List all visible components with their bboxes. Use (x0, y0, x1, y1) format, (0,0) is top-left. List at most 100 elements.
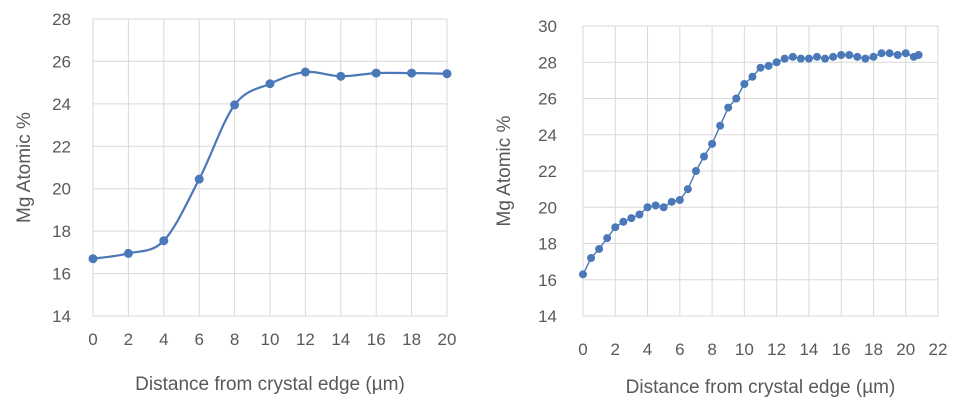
x-tick-label: 14 (799, 340, 818, 359)
data-point (659, 203, 668, 212)
data-point (885, 49, 894, 58)
data-point (853, 52, 862, 61)
x-tick-label: 16 (832, 340, 851, 359)
data-point (796, 54, 805, 63)
x-tick-label: 4 (159, 330, 168, 349)
data-point (230, 100, 240, 110)
data-point (780, 54, 789, 63)
data-point (619, 217, 628, 226)
data-point (407, 68, 417, 78)
data-point (123, 248, 133, 258)
data-point (748, 72, 757, 81)
y-axis-title: Mg Atomic % (494, 115, 515, 226)
data-point (300, 67, 310, 77)
y-tick-label: 16 (538, 271, 557, 290)
x-tick-label: 12 (296, 330, 315, 349)
x-tick-label: 8 (707, 340, 716, 359)
x-tick-label: 14 (331, 330, 350, 349)
data-point (675, 196, 684, 204)
data-point (708, 139, 717, 148)
chart-right: 0 2 4 6 8 10 12 14 16 18 20 22141618202224262830Dis… (494, 17, 948, 398)
y-tick-label: 22 (52, 137, 71, 156)
plot-area (582, 25, 939, 317)
data-point (724, 103, 733, 112)
y-tick-label: 24 (52, 95, 71, 114)
data-point (837, 51, 846, 59)
data-point (901, 49, 910, 58)
y-tick-label: 22 (538, 162, 557, 181)
data-point (764, 61, 773, 70)
data-point (579, 270, 587, 279)
y-tick-label: 14 (538, 307, 557, 326)
y-tick-label: 18 (538, 235, 557, 254)
y-tick-label: 14 (52, 307, 71, 326)
data-point (587, 254, 596, 262)
x-tick-label: 18 (864, 340, 883, 359)
data-point (877, 49, 886, 58)
data-point (893, 51, 902, 59)
plot-area (92, 18, 448, 317)
x-tick-label: 6 (194, 330, 203, 349)
y-tick-label: 30 (538, 17, 557, 36)
data-point (336, 71, 346, 81)
x-axis-title: Distance from crystal edge (µm) (135, 374, 405, 395)
x-tick-label: 6 (675, 340, 684, 359)
x-tick-label: 20 (438, 330, 457, 349)
x-tick-label: 4 (643, 340, 652, 359)
y-tick-label: 16 (52, 265, 71, 284)
data-point (700, 152, 709, 161)
x-tick-label: 22 (929, 340, 948, 359)
x-tick-label: 0 (578, 340, 587, 359)
data-point (869, 52, 878, 61)
data-point (829, 52, 838, 61)
y-tick-label: 18 (52, 222, 71, 241)
x-tick-label: 2 (124, 330, 133, 349)
data-point (88, 254, 98, 264)
data-point (603, 234, 612, 243)
x-tick-label: 20 (896, 340, 915, 359)
x-tick-label: 10 (735, 340, 754, 359)
data-point (611, 223, 620, 232)
data-point (756, 63, 765, 72)
x-tick-label: 18 (402, 330, 421, 349)
y-tick-label: 24 (538, 126, 557, 145)
data-point (716, 121, 725, 130)
x-tick-label: 0 (88, 330, 97, 349)
x-tick-label: 10 (261, 330, 280, 349)
x-tick-label: 12 (767, 340, 786, 359)
data-point (643, 203, 652, 212)
x-tick-label: 2 (611, 340, 620, 359)
data-point (651, 201, 660, 210)
chart-left: 0 2 4 6 8 10 12 14 16 18 201416182022242628Distanc… (14, 10, 457, 395)
data-point (861, 54, 870, 63)
y-tick-label: 28 (52, 10, 71, 29)
x-tick-label: 16 (367, 330, 386, 349)
y-tick-label: 26 (538, 90, 557, 109)
data-point (732, 94, 741, 103)
data-point (265, 79, 275, 89)
data-point (691, 167, 700, 175)
data-point (914, 51, 923, 59)
data-point (442, 69, 452, 79)
y-tick-label: 20 (538, 198, 557, 217)
data-point (788, 52, 797, 61)
y-axis-title: Mg Atomic % (14, 112, 35, 223)
y-tick-label: 20 (52, 180, 71, 199)
y-tick-label: 28 (538, 53, 557, 72)
x-axis-title: Distance from crystal edge (µm) (626, 377, 896, 398)
data-point (371, 68, 381, 78)
y-tick-label: 26 (52, 52, 71, 71)
data-point (772, 58, 781, 67)
data-point (740, 80, 749, 88)
data-point (812, 52, 821, 61)
x-tick-label: 8 (230, 330, 239, 349)
data-point (159, 236, 169, 246)
data-point (627, 214, 636, 223)
data-point (821, 54, 830, 63)
data-point (804, 54, 813, 63)
data-point (667, 197, 676, 206)
data-point (595, 244, 604, 253)
data-point (845, 51, 854, 59)
series-trace (582, 52, 919, 275)
data-point (194, 174, 204, 184)
